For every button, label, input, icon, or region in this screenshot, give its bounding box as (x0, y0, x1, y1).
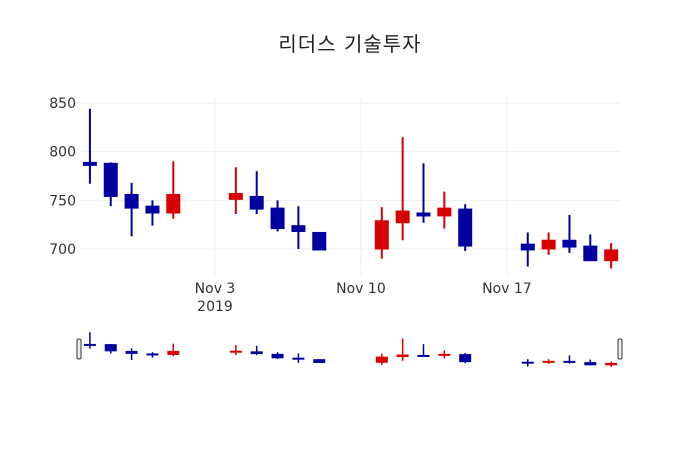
mini-candle (250, 345, 263, 356)
candle[interactable] (249, 171, 264, 214)
mini-candle (229, 344, 242, 356)
candle[interactable] (124, 182, 139, 237)
candle[interactable] (166, 161, 181, 219)
mini-candle (104, 343, 117, 354)
y-tick-label: 750 (49, 193, 76, 209)
mini-candle (521, 359, 534, 367)
candle[interactable] (145, 200, 160, 226)
mini-candle (292, 353, 305, 363)
mini-candle (605, 361, 618, 367)
candle[interactable] (541, 232, 556, 255)
mini-candle (438, 350, 451, 359)
range-slider-left-handle[interactable] (76, 338, 82, 360)
candles[interactable] (82, 108, 619, 269)
candle[interactable] (562, 214, 577, 253)
candle[interactable] (82, 108, 97, 184)
mini-candle (146, 352, 159, 358)
mini-candle (313, 359, 326, 363)
range-slider-right-handle[interactable] (617, 338, 623, 360)
x-tick-label: Nov 3 (195, 281, 236, 297)
x-tick-label: Nov 17 (482, 281, 532, 297)
mini-candle (271, 352, 284, 359)
candle[interactable] (437, 191, 452, 229)
y-tick-label: 700 (49, 242, 76, 258)
mini-candle (459, 353, 472, 364)
mini-candle (542, 359, 555, 365)
y-tick-label: 800 (49, 145, 76, 161)
x-tick-year: 2019 (197, 299, 233, 315)
y-tick-label: 850 (49, 96, 76, 112)
candle[interactable] (291, 206, 306, 249)
mini-candle (584, 359, 597, 366)
candle[interactable] (604, 243, 619, 269)
candle[interactable] (520, 232, 535, 267)
chart-title: 리더스 기술투자 (278, 32, 422, 56)
candle[interactable] (228, 167, 243, 214)
x-tick-label: Nov 10 (336, 281, 386, 297)
mini-candle (375, 353, 388, 365)
gridlines (80, 98, 620, 275)
candle[interactable] (458, 204, 473, 251)
candle[interactable] (583, 234, 598, 262)
y-axis: 700 750 800 850 (49, 96, 76, 258)
candle[interactable] (103, 162, 118, 207)
candle[interactable] (270, 200, 285, 232)
mini-candle (83, 332, 96, 349)
range-slider[interactable] (76, 332, 623, 367)
candle[interactable] (312, 231, 327, 251)
mini-candle (125, 348, 138, 361)
mini-candle (167, 343, 180, 357)
candle[interactable] (416, 163, 431, 223)
x-axis: Nov 3 2019 Nov 10 Nov 17 (195, 281, 532, 315)
mini-candle (396, 338, 409, 361)
candle[interactable] (395, 137, 410, 241)
range-slider-candles (83, 332, 618, 367)
mini-candle (417, 344, 430, 358)
mini-candle (563, 355, 576, 364)
candle[interactable] (374, 207, 389, 259)
